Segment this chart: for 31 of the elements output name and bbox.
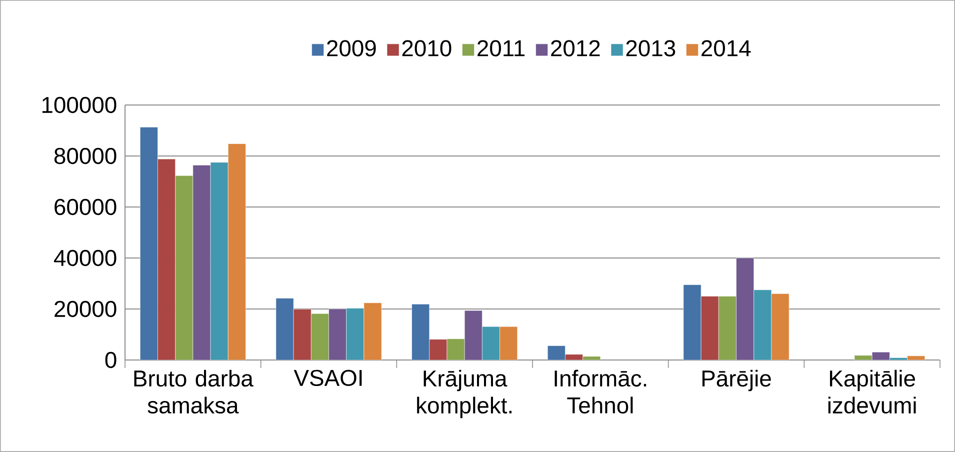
- legend-label: 2012: [551, 40, 600, 56]
- x-tick-label: Pārējie: [702, 370, 771, 392]
- bar: [412, 304, 430, 360]
- legend-label: 2010: [402, 40, 452, 56]
- x-tick-label: VSAOI: [294, 370, 362, 386]
- x-tick-label: Bruto darba samaksa: [134, 370, 254, 414]
- bar: [228, 144, 246, 360]
- x-tick-label: Kapitālie izdevumi: [828, 370, 916, 414]
- bar: [500, 326, 518, 360]
- legend-label: 2014: [702, 40, 751, 56]
- y-tick-label: 20000: [54, 300, 116, 318]
- bar: [700, 296, 719, 360]
- bar: [547, 346, 566, 360]
- bar: [364, 302, 382, 360]
- bar: [158, 158, 176, 360]
- bar: [771, 294, 790, 360]
- legend-label: 2011: [478, 40, 525, 56]
- y-tick-label: 100000: [42, 96, 116, 114]
- bar: [276, 298, 294, 360]
- legend-label: 2009: [327, 40, 376, 56]
- bar: [683, 284, 702, 360]
- bar: [429, 339, 448, 360]
- y-tick-label: 60000: [54, 198, 116, 216]
- x-tick-label: Krājuma komplekt.: [417, 370, 512, 418]
- y-tick-label: 80000: [54, 148, 116, 164]
- y-tick-label: 0: [105, 352, 116, 368]
- bar: [293, 309, 312, 360]
- y-tick-label: 40000: [54, 250, 116, 266]
- bar: [140, 127, 158, 360]
- x-tick-label: Informāc. Tehnol: [554, 370, 646, 414]
- legend-label: 2013: [626, 40, 676, 56]
